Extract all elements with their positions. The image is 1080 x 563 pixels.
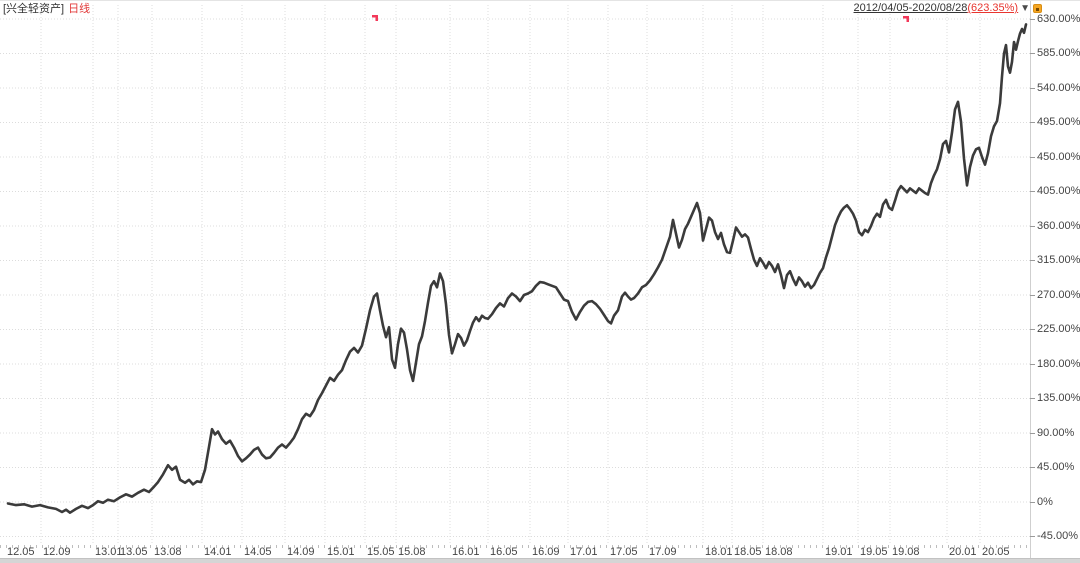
chevron-down-icon[interactable]: ▼ [1020, 3, 1030, 14]
line-chart-svg[interactable] [0, 1, 1030, 545]
chart-header-right: 2012/04/05-2020/08/28(623.35%) ▼ [854, 2, 1030, 15]
red-annotation-mark [903, 16, 909, 22]
y-tick-label: 0% [1030, 495, 1053, 508]
x-tick-label: 19.08 [892, 546, 920, 558]
x-tick-label: 15.08 [398, 546, 426, 558]
bottom-bar[interactable] [0, 558, 1080, 563]
y-tick-label: 540.00% [1029, 81, 1080, 94]
date-range-text: 2012/04/05-2020/08/28 [853, 2, 968, 14]
x-tick-label: 17.01 [570, 546, 598, 558]
x-tick-label: 15.05 [367, 546, 395, 558]
y-tick-label: -45.00% [1030, 530, 1078, 542]
y-tick-label: 135.00% [1029, 392, 1080, 404]
x-tick-label: 12.05 [7, 546, 35, 558]
period-mode-label[interactable]: 日线 [68, 3, 91, 15]
y-tick-label: 495.00% [1029, 116, 1080, 128]
x-tick-label: 16.05 [490, 546, 518, 558]
price-line [6, 23, 1028, 515]
y-tick-label: 270.00% [1029, 288, 1080, 301]
x-tick-label: 15.01 [327, 546, 355, 558]
x-tick-label: 19.05 [860, 546, 888, 558]
x-axis: 12.05 12.09 13.01 13.05 13.08 14.01 14.05 14.09… [0, 545, 1030, 558]
total-return-text: (623.35%) [967, 2, 1019, 14]
y-tick-label: 45.00% [1029, 461, 1075, 473]
x-tick-label: 20.05 [982, 546, 1010, 558]
y-tick-label: 585.00% [1029, 47, 1080, 59]
y-axis: 630.00% 585.00% 540.00% 495.00% 450.00% 405.0… [1029, 1, 1080, 558]
x-tick-label: 18.01 [705, 546, 733, 558]
orange-badge-icon[interactable] [1033, 4, 1042, 13]
x-tick-label: 19.01 [825, 546, 853, 558]
y-tick-label: 450.00% [1029, 150, 1080, 163]
chart-header-left: [兴全轻资产] 日线 [3, 3, 90, 16]
y-tick-label: 405.00% [1029, 185, 1080, 197]
x-tick-label: 16.01 [452, 546, 480, 558]
x-tick-label: 18.05 [734, 546, 762, 558]
plot-area[interactable] [0, 1, 1030, 545]
y-tick-label: 630.00% [1029, 12, 1080, 25]
y-tick-label: 360.00% [1029, 219, 1080, 232]
x-tick-label: 13.08 [154, 546, 182, 558]
x-tick-label: 12.09 [43, 546, 71, 558]
x-tick-label: 13.05 [120, 546, 148, 558]
y-tick-label: 225.00% [1029, 323, 1080, 335]
y-tick-label: 180.00% [1029, 357, 1080, 370]
x-tick-label: 17.09 [649, 546, 677, 558]
x-tick-label: 13.01 [95, 546, 123, 558]
y-tick-label: 90.00% [1029, 426, 1075, 439]
x-tick-label: 17.05 [610, 546, 638, 558]
x-tick-label: 20.01 [949, 546, 977, 558]
x-tick-label: 18.08 [765, 546, 793, 558]
fund-name-label: [兴全轻资产] [3, 3, 65, 15]
x-tick-label: 16.09 [532, 546, 560, 558]
x-tick-label: 14.01 [204, 546, 232, 558]
y-tick-label: 315.00% [1029, 254, 1080, 266]
date-range-link[interactable]: 2012/04/05-2020/08/28(623.35%) [854, 2, 1019, 15]
x-tick-label: 14.05 [244, 546, 272, 558]
red-annotation-mark [372, 15, 378, 21]
x-tick-label: 14.09 [287, 546, 315, 558]
